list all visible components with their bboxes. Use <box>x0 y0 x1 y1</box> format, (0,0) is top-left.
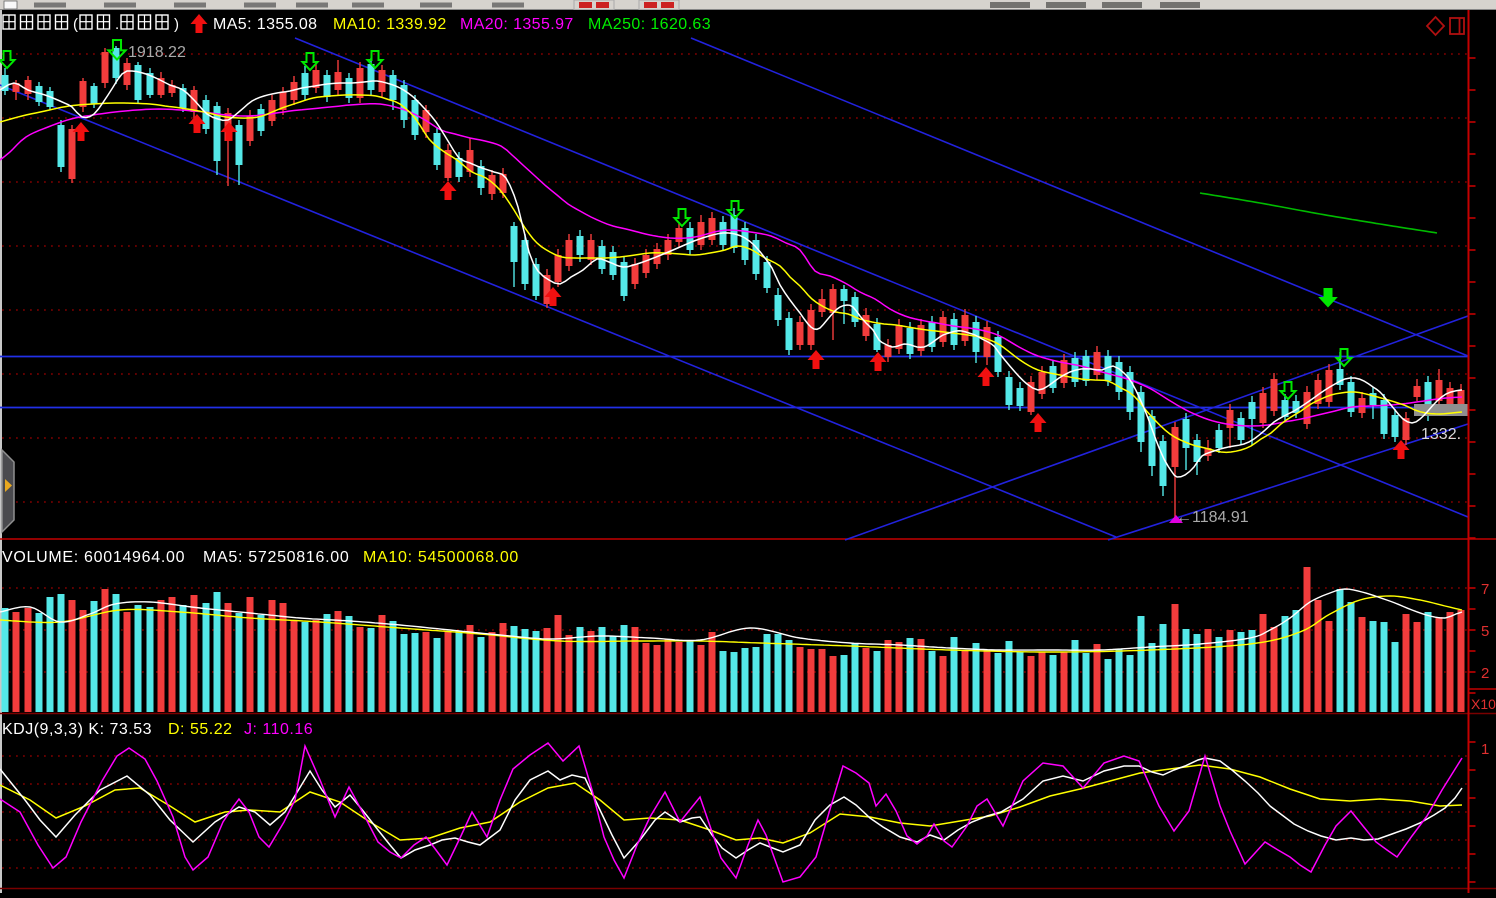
svg-text:VOLUME: 60014964.00: VOLUME: 60014964.00 <box>2 549 185 566</box>
svg-text:.: . <box>115 16 119 33</box>
svg-text:7: 7 <box>1481 581 1489 598</box>
svg-text:MA20: 1355.97: MA20: 1355.97 <box>460 16 574 33</box>
svg-text:5: 5 <box>1481 623 1489 640</box>
svg-text:X10: X10 <box>1471 696 1496 712</box>
svg-text:(: ( <box>73 16 78 33</box>
svg-text:MA250: 1620.63: MA250: 1620.63 <box>588 16 711 33</box>
svg-text:): ) <box>174 16 179 33</box>
svg-text:1918.22: 1918.22 <box>128 44 186 61</box>
svg-text:1332.: 1332. <box>1421 426 1461 443</box>
svg-text:J: 110.16: J: 110.16 <box>244 721 313 738</box>
svg-text:MA5: 57250816.00: MA5: 57250816.00 <box>203 549 349 566</box>
svg-text:1: 1 <box>1481 741 1489 758</box>
svg-text:MA5: 1355.08: MA5: 1355.08 <box>213 16 317 33</box>
svg-text:KDJ(9,3,3) K: 73.53: KDJ(9,3,3) K: 73.53 <box>2 721 152 738</box>
svg-text:MA10: 54500068.00: MA10: 54500068.00 <box>363 549 519 566</box>
svg-text:D: 55.22: D: 55.22 <box>168 721 232 738</box>
svg-text:2: 2 <box>1481 665 1489 682</box>
svg-text:MA10: 1339.92: MA10: 1339.92 <box>333 16 447 33</box>
svg-text:←1184.91: ←1184.91 <box>1176 509 1249 526</box>
